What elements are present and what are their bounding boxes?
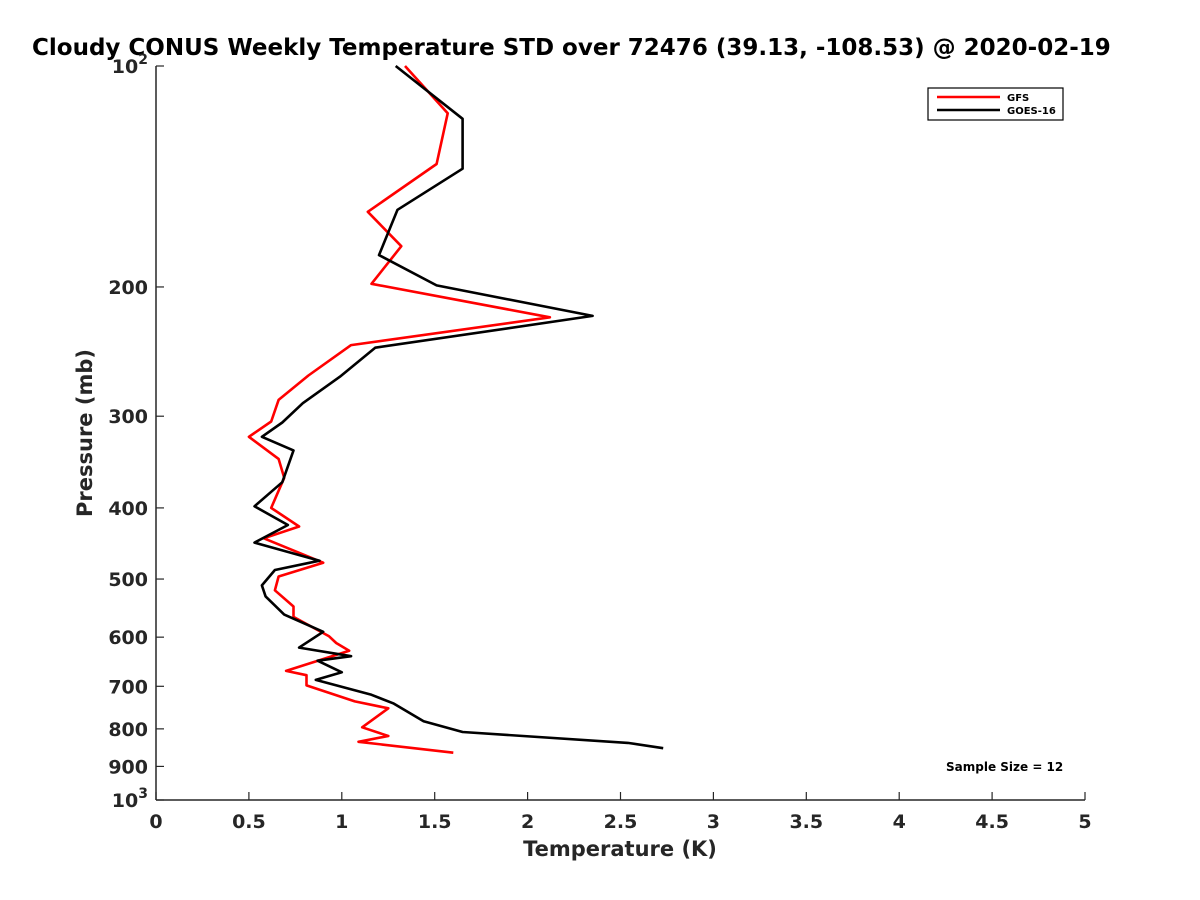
legend-box bbox=[927, 87, 1064, 121]
x-tick-label: 4 bbox=[893, 811, 906, 833]
legend: GFS GOES-16 bbox=[927, 87, 1064, 121]
x-tick-label: 1 bbox=[335, 811, 348, 833]
x-tick-label: 2.5 bbox=[604, 811, 638, 833]
y-tick-label: 900 bbox=[108, 756, 148, 778]
y-tick-label: 103 bbox=[112, 786, 148, 812]
sample-size-annotation: Sample Size = 12 bbox=[946, 760, 1063, 774]
x-tick-label: 0.5 bbox=[232, 811, 266, 833]
x-axis-label: Temperature (K) bbox=[523, 837, 717, 861]
y-tick-label: 200 bbox=[108, 277, 148, 299]
y-axis-label: Pressure (mb) bbox=[73, 349, 97, 517]
y-ticks: 102 200 300 400 500 600 700 800 900 103 bbox=[108, 52, 164, 812]
legend-label-gfs: GFS bbox=[1007, 93, 1029, 104]
x-tick-label: 0 bbox=[149, 811, 162, 833]
x-ticks: 0 0.5 1 1.5 2 2.5 3 3.5 4 4.5 5 bbox=[149, 792, 1092, 833]
y-tick-label: 800 bbox=[108, 719, 148, 741]
y-tick-label: 400 bbox=[108, 498, 148, 520]
legend-label-goes16: GOES-16 bbox=[1007, 106, 1056, 117]
x-tick-label: 2 bbox=[521, 811, 534, 833]
y-tick-label: 102 bbox=[112, 52, 148, 78]
y-tick-label: 600 bbox=[108, 627, 148, 649]
chart-title: Cloudy CONUS Weekly Temperature STD over… bbox=[32, 35, 1111, 61]
x-tick-label: 3 bbox=[707, 811, 720, 833]
x-tick-label: 1.5 bbox=[418, 811, 452, 833]
y-tick-label: 300 bbox=[108, 406, 148, 428]
x-tick-label: 5 bbox=[1078, 811, 1091, 833]
plot-lines bbox=[247, 64, 664, 754]
y-tick-label: 700 bbox=[108, 676, 148, 698]
y-tick-label: 500 bbox=[108, 569, 148, 591]
series-line-gfs bbox=[247, 65, 552, 754]
x-tick-label: 3.5 bbox=[789, 811, 823, 833]
series-line-goes16 bbox=[253, 64, 664, 750]
x-tick-label: 4.5 bbox=[975, 811, 1009, 833]
